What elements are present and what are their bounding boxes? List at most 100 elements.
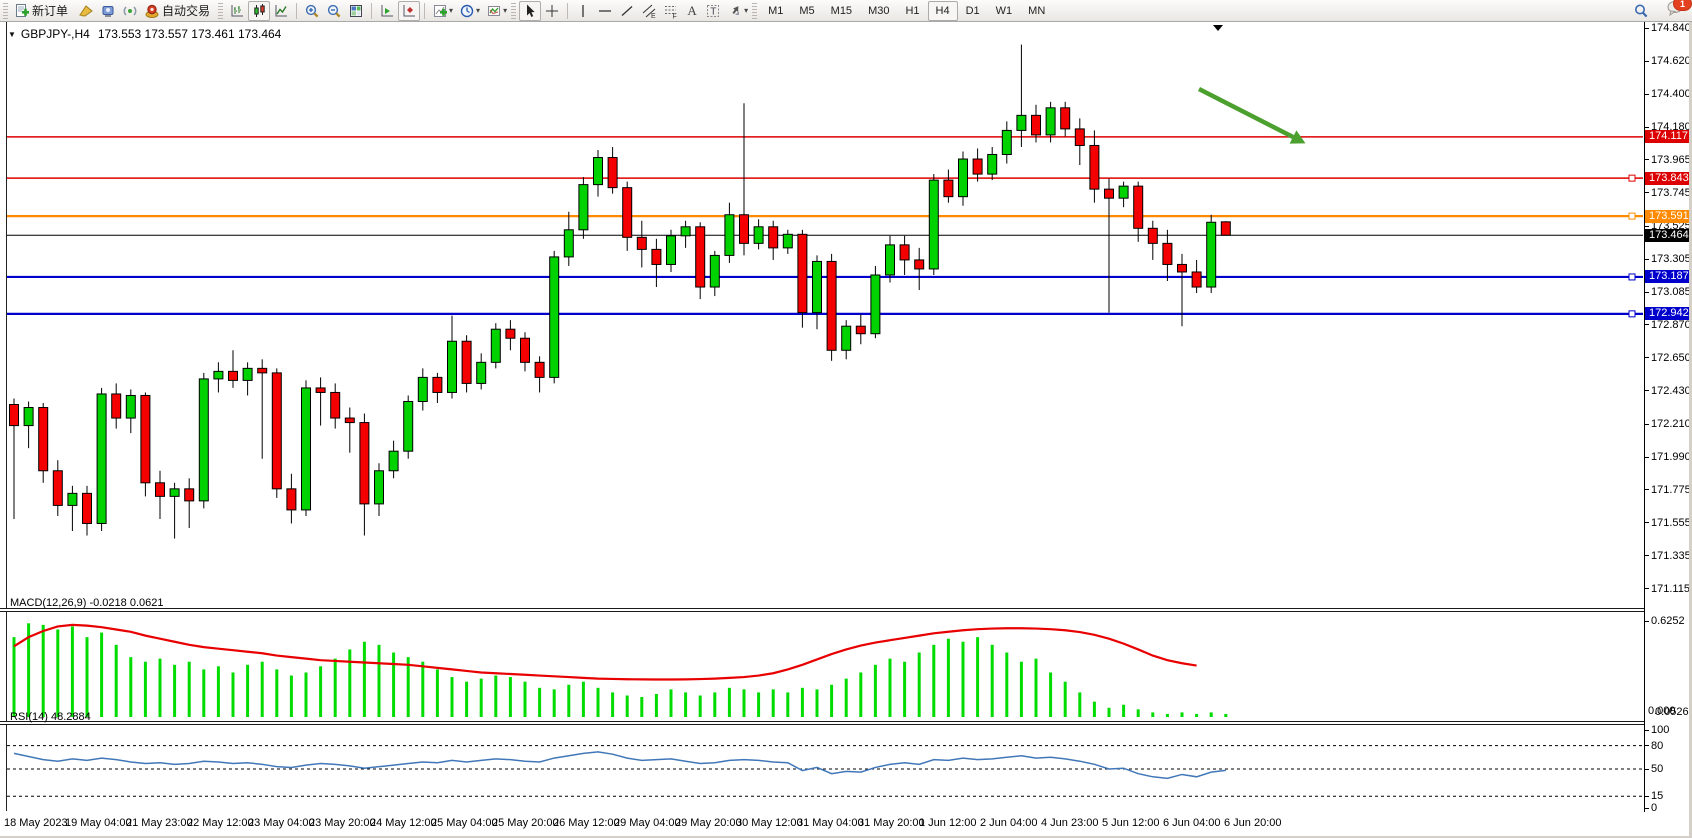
candle-down[interactable] (651, 248, 662, 265)
timeframe-d1-button[interactable]: D1 (965, 4, 980, 17)
candle-down[interactable] (1089, 144, 1100, 190)
chart-type-line-button[interactable] (270, 1, 292, 21)
candle-up[interactable] (301, 387, 311, 511)
candle-up[interactable] (198, 378, 209, 502)
signals-button[interactable] (119, 1, 141, 21)
candle-down[interactable] (1162, 242, 1173, 265)
candle-up[interactable] (417, 376, 428, 402)
candle-up[interactable] (476, 361, 487, 384)
candle-up[interactable] (958, 158, 968, 198)
candle-up[interactable] (563, 229, 574, 258)
hline-handle[interactable] (1628, 212, 1636, 220)
candle-up[interactable] (169, 488, 180, 497)
candle-up[interactable] (841, 325, 852, 351)
candle-down[interactable] (271, 372, 282, 490)
candle-down[interactable] (972, 158, 983, 175)
arrows-button[interactable]: ▾ (724, 1, 751, 21)
timeframe-h1-button[interactable]: H1 (905, 4, 920, 17)
candle-down[interactable] (826, 260, 837, 351)
vertical-line-button[interactable] (572, 1, 594, 21)
candle-down[interactable] (1031, 114, 1041, 136)
candle-down[interactable] (9, 404, 19, 427)
candle-up[interactable] (1045, 107, 1056, 136)
price-axis[interactable]: 174.840 174.620 174.400 174.180 173.965 173.7… (1644, 22, 1691, 814)
text-button[interactable]: A (682, 1, 702, 21)
candle-down[interactable] (359, 422, 370, 505)
timeframe-m30-button[interactable]: M30 (868, 4, 890, 17)
candle-up[interactable] (709, 254, 720, 288)
timeframe-m15-button[interactable]: M15 (830, 4, 853, 17)
candle-up[interactable] (724, 214, 735, 256)
candle-down[interactable] (140, 394, 151, 484)
candle-down[interactable] (768, 226, 779, 249)
candle-down[interactable] (899, 244, 910, 261)
candle-up[interactable] (680, 226, 691, 237)
trendline-button[interactable] (616, 1, 638, 21)
zoom-out-button[interactable] (323, 1, 345, 21)
panel-splitter[interactable] (0, 721, 1689, 725)
candle-down[interactable] (111, 393, 122, 419)
templates-button[interactable]: ▾ (483, 1, 510, 21)
autotrading-button[interactable]: 自动交易 (141, 1, 217, 21)
expert-advisors-button[interactable] (97, 1, 119, 21)
candle-up[interactable] (870, 274, 881, 335)
candle-down[interactable] (695, 226, 706, 288)
candle-up[interactable] (374, 470, 384, 505)
horizontal-line-button[interactable] (594, 1, 616, 21)
zoom-in-button[interactable] (301, 1, 323, 21)
candle-down[interactable] (52, 470, 63, 506)
candle-down[interactable] (330, 391, 341, 419)
candle-up[interactable] (885, 244, 895, 276)
annotation-arrow[interactable] (1197, 86, 1295, 140)
candle-down[interactable] (1104, 188, 1114, 199)
candle-down[interactable] (534, 361, 545, 378)
candle-down[interactable] (155, 482, 165, 497)
chart-type-candlestick-button[interactable] (248, 0, 271, 21)
candle-up[interactable] (928, 179, 939, 270)
hline-handle[interactable] (1628, 310, 1636, 318)
toolbar-grip[interactable] (511, 2, 517, 19)
candle-up[interactable] (447, 340, 457, 393)
search-button[interactable] (1630, 1, 1652, 21)
candle-up[interactable] (125, 394, 136, 419)
auto-scroll-button[interactable] (376, 1, 398, 21)
periods-button[interactable]: ▾ (456, 1, 483, 21)
toolbar-grip[interactable] (218, 2, 224, 19)
chart-type-bar-button[interactable] (226, 1, 248, 21)
timeframe-m5-button[interactable]: M5 (799, 4, 815, 17)
timeframe-mn-button[interactable]: MN (1028, 4, 1046, 17)
candle-down[interactable] (461, 340, 472, 384)
candle-down[interactable] (855, 325, 866, 335)
candle-down[interactable] (520, 337, 530, 363)
candle-up[interactable] (490, 328, 501, 363)
candle-up[interactable] (388, 450, 399, 472)
candle-up[interactable] (753, 226, 764, 244)
candle-down[interactable] (943, 179, 954, 198)
text-label-button[interactable]: T (702, 1, 724, 21)
candle-down[interactable] (739, 214, 749, 244)
candle-down[interactable] (315, 387, 326, 393)
chat-button[interactable]: 1 (1666, 0, 1692, 21)
candle-up[interactable] (549, 256, 560, 378)
crosshair-button[interactable] (541, 1, 563, 21)
candle-up[interactable] (213, 370, 224, 380)
candle-up[interactable] (666, 235, 676, 265)
panel-splitter[interactable] (0, 608, 1689, 612)
fibonacci-button[interactable]: F (660, 1, 682, 21)
candle-up[interactable] (987, 154, 998, 175)
candle-down[interactable] (607, 157, 618, 189)
timeframe-w1-button[interactable]: W1 (995, 4, 1013, 17)
main-chart-canvas[interactable] (0, 22, 1644, 608)
candle-up[interactable] (812, 260, 822, 314)
candle-up[interactable] (593, 157, 603, 186)
timeframe-m1-button[interactable]: M1 (768, 4, 784, 17)
toolbar-grip[interactable] (752, 2, 758, 19)
candle-up[interactable] (67, 492, 78, 506)
hline-handle[interactable] (1628, 273, 1636, 281)
candle-up[interactable] (1001, 129, 1012, 156)
toolbar-grip[interactable] (3, 2, 8, 19)
candle-down[interactable] (82, 492, 92, 524)
candle-up[interactable] (23, 407, 34, 427)
candle-down[interactable] (1133, 185, 1144, 229)
candle-up[interactable] (96, 393, 107, 524)
